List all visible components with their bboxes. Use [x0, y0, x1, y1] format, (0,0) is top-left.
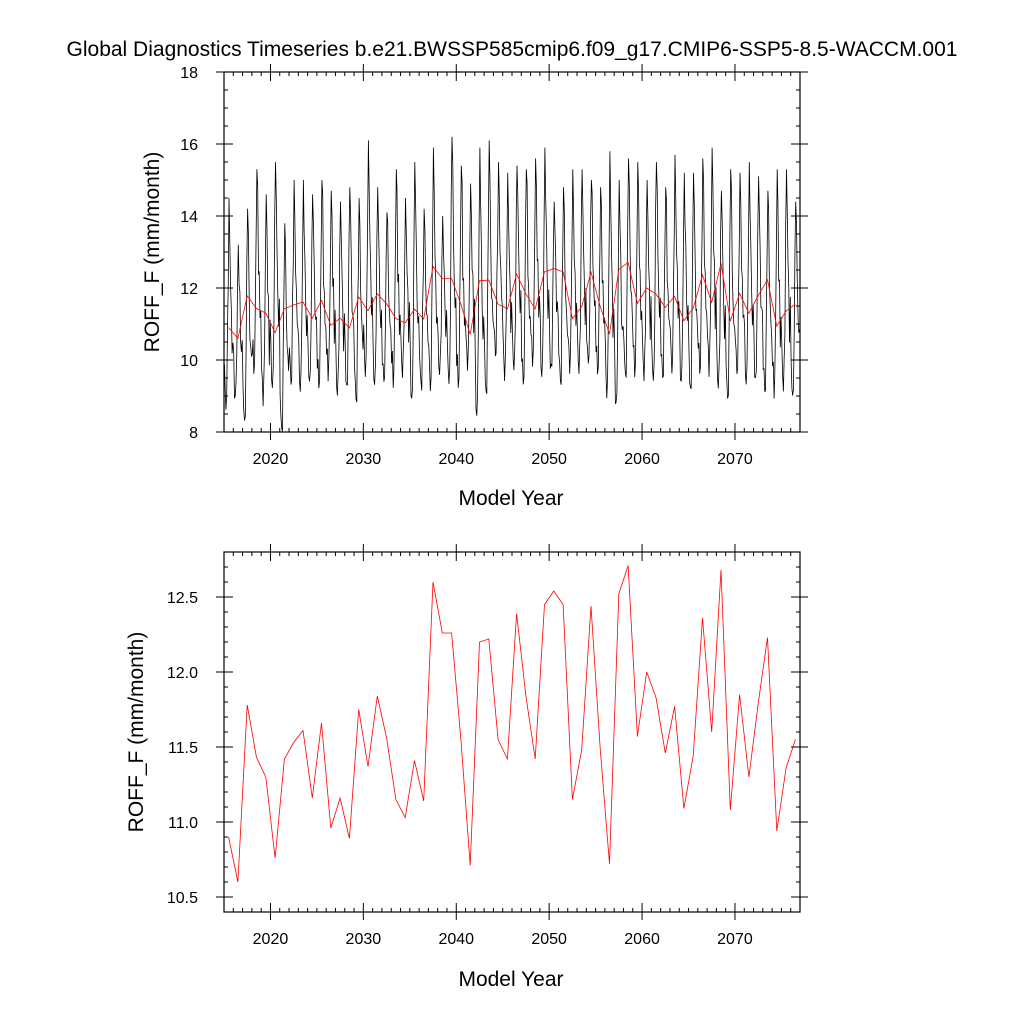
- top-x-tick-label: 2040: [438, 451, 474, 468]
- top-x-tick-label: 2020: [253, 451, 289, 468]
- bottom-y-tick-label: 10.5: [167, 890, 198, 907]
- figure-title: Global Diagnostics Timeseries b.e21.BWSS…: [67, 38, 958, 61]
- bottom-x-tick-label: 2050: [531, 931, 567, 948]
- bottom-y-tick-label: 12.0: [167, 665, 198, 682]
- top-y-axis-label: ROFF_F (mm/month): [141, 152, 164, 353]
- bottom-x-tick-label: 2040: [438, 931, 474, 948]
- top-x-tick-label: 2070: [717, 451, 753, 468]
- bottom-y-tick-label: 11.5: [168, 740, 198, 757]
- top-y-tick-label: 8: [189, 425, 198, 442]
- top-y-tick-label: 18: [180, 65, 198, 82]
- top-annual-series-line: [228, 261, 796, 340]
- top-y-tick-label: 16: [180, 137, 198, 154]
- top-x-tick-label: 2050: [531, 451, 567, 468]
- bottom-x-tick-label: 2030: [346, 931, 382, 948]
- bottom-plot-frame: [223, 551, 801, 913]
- top-monthly-series-line: [224, 136, 800, 432]
- top-panel: Model Year ROFF_F (mm/month) 2020 2030 204…: [141, 64, 808, 510]
- top-x-tick-label: 2030: [346, 451, 382, 468]
- bottom-x-tick-label: 2020: [253, 931, 289, 948]
- bottom-panel: Model Year ROFF_F (mm/month) 2020 2030 204…: [125, 544, 808, 991]
- top-x-tick-label: 2060: [624, 451, 660, 468]
- top-y-tick-label: 12: [180, 281, 198, 298]
- bottom-x-axis-label: Model Year: [458, 968, 563, 991]
- top-y-tick-label: 10: [180, 353, 198, 370]
- bottom-annual-series-line: [228, 565, 796, 883]
- bottom-x-tick-label: 2070: [717, 931, 753, 948]
- bottom-y-tick-label: 11.0: [168, 815, 198, 832]
- bottom-y-axis-label: ROFF_F (mm/month): [125, 632, 148, 833]
- bottom-y-tick-label: 12.5: [167, 590, 198, 607]
- top-y-tick-label: 14: [180, 209, 198, 226]
- bottom-x-tick-label: 2060: [624, 931, 660, 948]
- top-x-axis-label: Model Year: [458, 487, 563, 510]
